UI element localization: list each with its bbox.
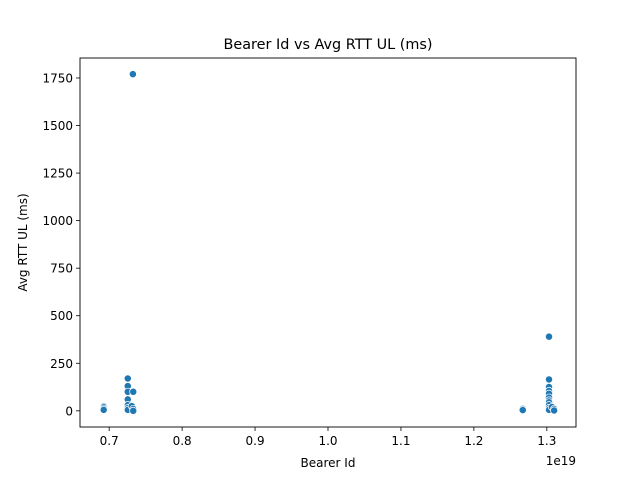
y-tick-label: 750 — [50, 262, 73, 276]
y-tick-label: 1000 — [42, 214, 73, 228]
data-points — [99, 70, 559, 415]
data-point — [129, 387, 138, 396]
data-point — [545, 332, 553, 341]
data-point — [545, 375, 553, 384]
x-tick-label: 1.0 — [318, 434, 337, 448]
y-axis-label: Avg RTT UL (ms) — [16, 193, 30, 291]
x-axis-label: Bearer Id — [301, 456, 356, 470]
data-point — [123, 374, 132, 383]
y-axis: 0 250 500 750 1000 1250 1500 1750 — [42, 71, 80, 418]
y-tick-label: 1500 — [42, 119, 73, 133]
y-tick-label: 1750 — [42, 71, 73, 85]
x-tick-label: 1.2 — [464, 434, 483, 448]
x-axis: 0.7 0.8 0.9 1.0 1.1 1.2 1.3 — [100, 427, 556, 448]
y-tick-label: 1250 — [42, 167, 73, 181]
data-point — [129, 406, 138, 415]
data-point — [518, 406, 527, 415]
data-point — [128, 70, 137, 79]
x-tick-label: 1.1 — [391, 434, 410, 448]
plot-frame — [79, 57, 577, 428]
chart-title: Bearer Id vs Avg RTT UL (ms) — [224, 37, 433, 53]
y-tick-label: 500 — [50, 309, 73, 323]
x-tick-label: 0.9 — [246, 434, 265, 448]
x-tick-label: 1.3 — [537, 434, 556, 448]
x-tick-label: 0.8 — [173, 434, 192, 448]
x-tick-label: 0.7 — [100, 434, 119, 448]
data-point — [99, 405, 108, 414]
data-point — [550, 406, 559, 415]
y-tick-label: 250 — [50, 357, 73, 371]
y-tick-label: 0 — [65, 404, 73, 418]
x-offset-label: 1e19 — [546, 454, 576, 468]
